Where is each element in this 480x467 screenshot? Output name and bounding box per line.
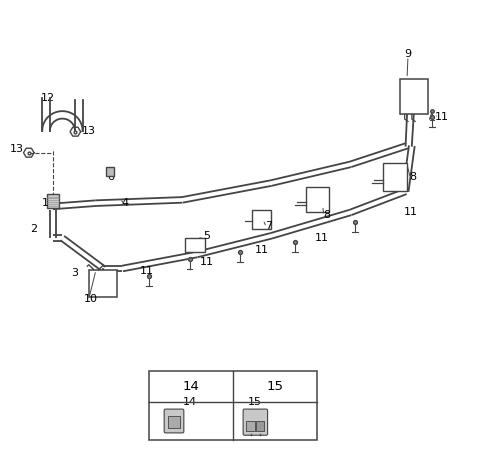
- Text: 9: 9: [405, 49, 411, 59]
- Bar: [168, 416, 180, 428]
- Text: 5: 5: [203, 231, 210, 241]
- Text: 11: 11: [254, 245, 269, 255]
- Text: 11: 11: [314, 233, 329, 243]
- Text: 15: 15: [247, 396, 262, 407]
- Bar: [47, 194, 59, 208]
- Text: 8: 8: [323, 210, 330, 220]
- Text: 4: 4: [121, 198, 128, 208]
- Text: 8: 8: [409, 172, 416, 183]
- Bar: [149, 371, 317, 440]
- Text: 13: 13: [10, 144, 24, 155]
- Text: 7: 7: [265, 221, 272, 232]
- Text: 3: 3: [71, 268, 78, 278]
- Bar: [185, 238, 205, 252]
- Text: 11: 11: [403, 207, 418, 218]
- Bar: [400, 79, 428, 114]
- Text: 13: 13: [82, 126, 96, 136]
- Text: 14: 14: [182, 396, 197, 407]
- Bar: [252, 210, 271, 229]
- Text: 2: 2: [30, 224, 37, 234]
- Bar: [256, 421, 264, 431]
- Text: 12: 12: [41, 93, 55, 103]
- Text: 10: 10: [84, 294, 98, 304]
- Bar: [247, 421, 254, 431]
- Text: 14: 14: [182, 380, 199, 392]
- Text: 11: 11: [434, 112, 449, 122]
- Bar: [106, 167, 114, 176]
- FancyBboxPatch shape: [164, 409, 184, 433]
- Text: 6: 6: [107, 172, 114, 183]
- Bar: [306, 187, 329, 212]
- FancyBboxPatch shape: [243, 409, 268, 435]
- Bar: [89, 270, 117, 297]
- Text: 11: 11: [139, 266, 154, 276]
- Text: 11: 11: [199, 256, 214, 267]
- Text: 1: 1: [42, 198, 49, 208]
- Bar: [383, 163, 407, 191]
- Text: 15: 15: [266, 380, 283, 392]
